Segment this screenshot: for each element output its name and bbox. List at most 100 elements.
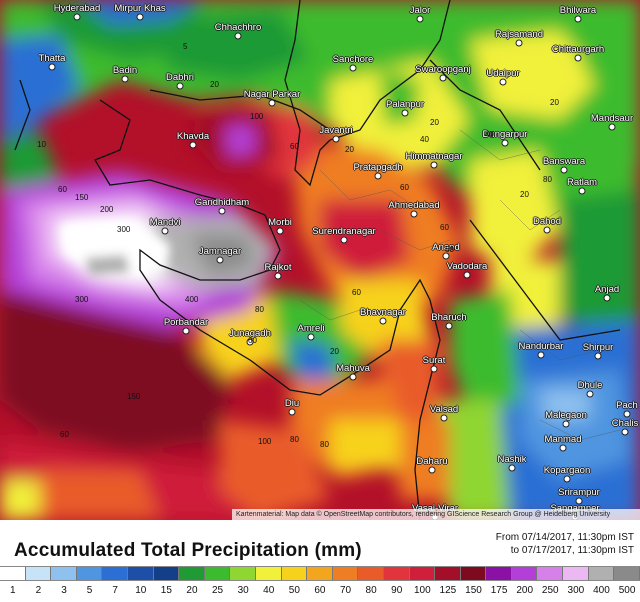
contour-label: 20 — [210, 80, 219, 89]
city-label: Pach — [616, 400, 638, 411]
legend-tick-label: 80 — [365, 585, 377, 596]
legend-tick-label: 40 — [263, 585, 275, 596]
legend-swatch — [0, 567, 26, 580]
contour-label: 400 — [185, 295, 199, 304]
city-marker — [578, 187, 586, 195]
city-marker — [562, 420, 570, 428]
city-label: Hyderabad — [53, 3, 101, 14]
city-marker — [594, 352, 602, 360]
legend-swatch — [153, 567, 180, 580]
city-marker — [349, 64, 357, 72]
legend-tick-label: 100 — [413, 585, 431, 596]
city-label: Vasai-Virar — [412, 503, 458, 514]
city-marker — [182, 327, 190, 335]
contour-label: 150 — [75, 193, 89, 202]
title-bar — [0, 520, 640, 566]
city-label: Surat — [422, 355, 446, 366]
legend-swatch — [281, 567, 308, 580]
legend-tick-label: 5 — [86, 585, 93, 596]
period-from: From 07/14/2017, 11:30pm IST — [495, 532, 634, 543]
legend-tick-label: 25 — [211, 585, 224, 596]
legend-swatch — [51, 567, 77, 580]
city-label: Anjad — [594, 284, 620, 295]
legend-swatch — [102, 567, 128, 580]
city-label: Malegaon — [545, 410, 587, 421]
city-marker — [274, 272, 282, 280]
city-label: Sangamner — [550, 503, 599, 514]
legend-swatch — [486, 567, 512, 580]
city-label: Dahod — [533, 216, 561, 227]
contour-label: 100 — [250, 112, 264, 121]
legend-swatch — [127, 567, 154, 580]
contour-label: 60 — [445, 245, 454, 254]
city-label: Swaroopganj — [415, 64, 471, 75]
city-marker — [440, 414, 448, 422]
legend-swatch — [204, 567, 231, 580]
city-label: Bharuch — [431, 312, 467, 323]
city-marker — [332, 135, 340, 143]
city-marker — [428, 466, 436, 474]
city-marker — [288, 408, 296, 416]
legend-swatch — [25, 567, 52, 580]
precipitation-map[interactable]: Chhachhro Thatta Badin Dabhri Nagar Parkar Sa… — [0, 0, 640, 520]
contour-label: 10 — [37, 140, 46, 149]
city-label: Daharu — [416, 456, 448, 467]
contour-label: 80 — [320, 440, 329, 449]
city-label: Vadodara — [446, 261, 488, 272]
contour-label: 80 — [290, 435, 299, 444]
city-label: Chalis — [611, 418, 639, 429]
city-label: Junagadh — [229, 328, 271, 339]
legend-swatch — [435, 567, 461, 580]
legend-tick-label: 20 — [186, 585, 198, 596]
city-marker — [48, 63, 56, 71]
city-marker — [515, 39, 523, 47]
legend-tick-label: 10 — [135, 585, 147, 596]
city-label: Morbi — [268, 217, 292, 228]
precipitation-field — [0, 0, 640, 520]
city-label: Chhachhro — [214, 22, 262, 33]
city-label: Mandvi — [149, 217, 181, 228]
contour-label: 200 — [100, 205, 114, 214]
city-marker — [430, 161, 438, 169]
legend-swatch — [460, 567, 487, 580]
city-marker — [218, 207, 226, 215]
contour-label: 40 — [485, 130, 494, 139]
city-marker — [501, 139, 509, 147]
contour-label: 80 — [255, 305, 264, 314]
city-label: Thatta — [38, 53, 66, 64]
legend-tick-label: 7 — [112, 585, 118, 596]
contour-label: 40 — [420, 135, 429, 144]
contour-label: 60 — [352, 288, 361, 297]
legend-swatch — [511, 567, 538, 580]
city-label: Rajkot — [264, 262, 292, 273]
city-label: Manmad — [544, 434, 582, 445]
borders — [14, 0, 621, 520]
city-marker — [445, 322, 453, 330]
city-label: Badin — [112, 65, 138, 76]
legend-tick-label: 90 — [391, 585, 403, 596]
legend-swatch — [307, 567, 333, 580]
city-label: Porbandar — [163, 317, 209, 328]
city-marker — [410, 210, 418, 218]
city-label: Jalor — [409, 5, 431, 16]
legend-tick-label: 60 — [314, 585, 326, 596]
city-marker — [246, 338, 254, 346]
city-marker — [307, 333, 315, 341]
city-marker — [374, 172, 382, 180]
map-title: Accumulated Total Precipitation (mm) — [14, 540, 362, 561]
contour-label: 20 — [520, 190, 529, 199]
city-label: Khavda — [176, 131, 210, 142]
legend-tick-label: 125 — [439, 585, 457, 596]
city-marker — [176, 82, 184, 90]
city-marker — [416, 15, 424, 23]
legend-tick-label: 500 — [618, 585, 636, 596]
city-label: Chittaurgarh — [551, 44, 605, 55]
city-label: Valsad — [429, 404, 459, 415]
legend-swatch — [409, 567, 436, 580]
legend-labels: 1 2 3 5 7 10 15 20 25 30 40 50 60 70 80 90 100 125 150 175 2… — [0, 585, 640, 599]
legend-swatch — [588, 567, 615, 580]
city-marker — [621, 428, 629, 436]
time-period: From 07/14/2017, 11:30pm IST to 07/17/20… — [496, 531, 634, 557]
city-label: Banswara — [542, 156, 586, 167]
legend-swatch — [230, 567, 256, 580]
